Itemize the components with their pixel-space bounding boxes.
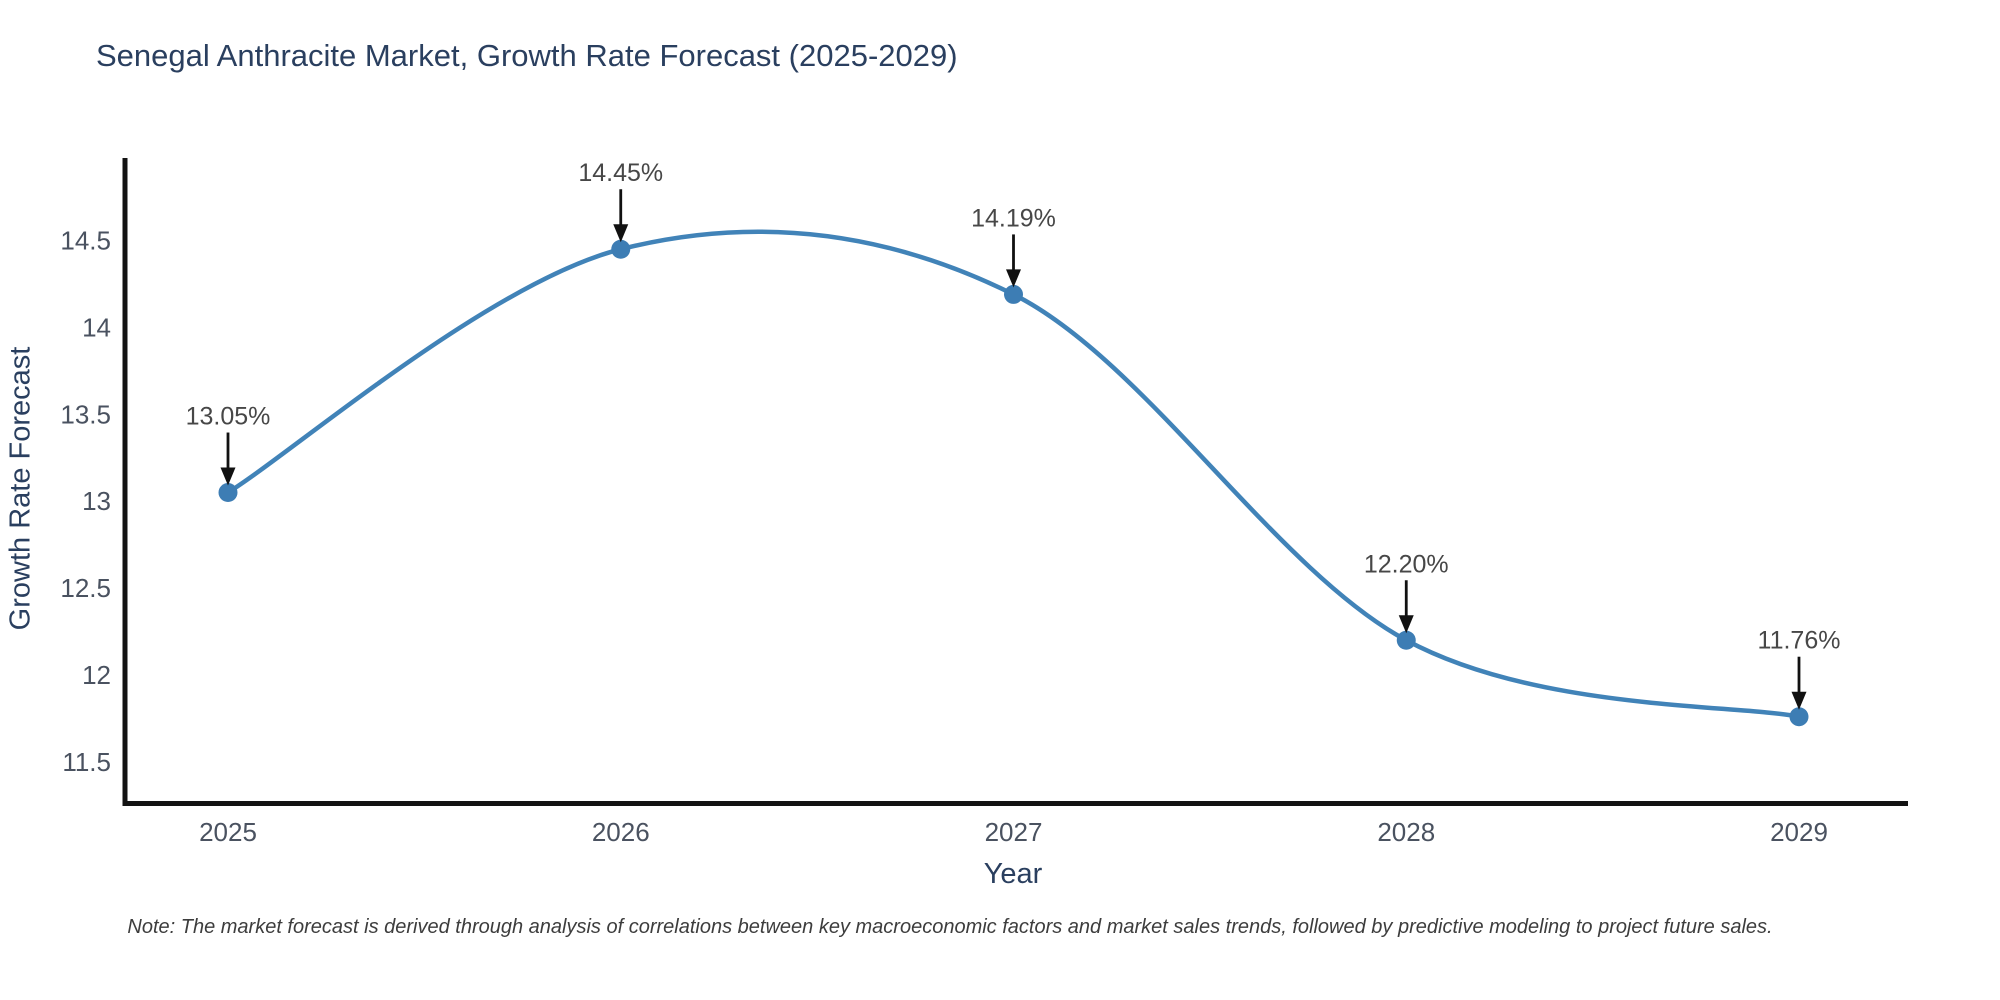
x-tick-label: 2029 xyxy=(1770,817,1828,847)
annotation-label: 14.45% xyxy=(578,159,663,187)
y-tick-label: 12 xyxy=(82,660,111,690)
y-tick-label: 12.5 xyxy=(60,573,111,603)
y-tick-label: 14.5 xyxy=(60,226,111,256)
annotation-arrowhead xyxy=(1791,691,1807,710)
annotation-arrowhead xyxy=(1398,615,1414,634)
x-axis-title: Year xyxy=(983,858,1043,890)
y-tick-label: 13 xyxy=(82,486,111,516)
annotation-arrowhead xyxy=(613,224,629,243)
x-tick-label: 2025 xyxy=(199,817,257,847)
data-point-marker[interactable] xyxy=(1789,707,1809,727)
y-tick-label: 11.5 xyxy=(62,747,111,777)
forecast-line xyxy=(225,229,1802,719)
data-point-marker[interactable] xyxy=(1396,630,1416,650)
x-tick-label: 2027 xyxy=(985,817,1043,847)
data-point-marker[interactable] xyxy=(218,483,238,503)
x-tick-label: 2028 xyxy=(1377,817,1435,847)
chart-title: Senegal Anthracite Market, Growth Rate F… xyxy=(96,38,958,73)
annotation-label: 13.05% xyxy=(186,403,271,431)
data-point-marker[interactable] xyxy=(611,239,631,259)
footnote: Note: The market forecast is derived thr… xyxy=(127,916,1773,938)
annotation-arrowhead xyxy=(220,467,236,486)
annotation-arrowhead xyxy=(1006,269,1021,288)
y-tick-label: 13.5 xyxy=(60,399,111,429)
y-tick-label: 14 xyxy=(82,312,111,342)
data-point-marker[interactable] xyxy=(1004,284,1023,304)
x-tick-label: 2026 xyxy=(592,817,650,847)
annotation-label: 14.19% xyxy=(971,204,1056,232)
annotation-label: 12.20% xyxy=(1364,550,1449,578)
annotation-label: 11.76% xyxy=(1758,627,1841,655)
